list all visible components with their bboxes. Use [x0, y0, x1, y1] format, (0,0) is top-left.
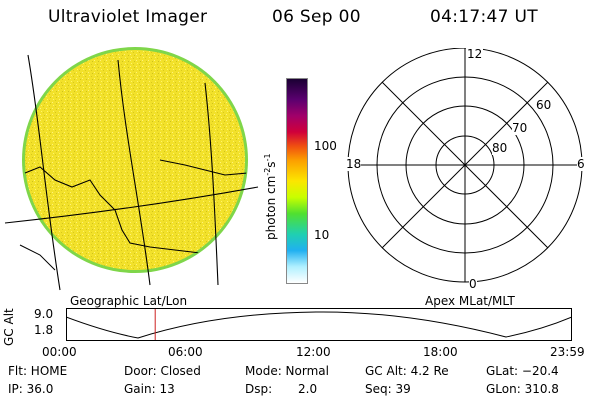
instrument-title: Ultraviolet Imager — [48, 7, 208, 27]
graticule-lines — [4, 54, 259, 291]
mlat-label-60: 60 — [536, 98, 552, 112]
altitude-plot-frame — [66, 308, 572, 341]
mlt-label-12: 12 — [466, 47, 484, 61]
colorbar-tick-10: 10 — [314, 228, 330, 242]
mlt-label-0: 0 — [469, 277, 477, 291]
earth-disk-fill — [25, 50, 245, 270]
info-flight: Flt: HOME — [8, 364, 68, 378]
polar-caption: Apex MLat/MLT — [425, 294, 515, 308]
alt-ylabel: GC Alt — [2, 308, 16, 346]
time-label: 04:17:47 UT — [430, 7, 538, 27]
coastline-outer — [19, 244, 56, 271]
info-glon: GLon: 310.8 — [486, 382, 559, 396]
alt-xtick-1200: 12:00 — [296, 345, 331, 359]
mlat-label-70: 70 — [512, 121, 528, 135]
image-caption: Geographic Lat/Lon — [70, 294, 188, 308]
altitude-curve — [66, 311, 572, 339]
info-ip: IP: 36.0 — [8, 382, 54, 396]
alt-xtick-0600: 06:00 — [168, 345, 203, 359]
alt-xtick-1800: 18:00 — [423, 345, 458, 359]
polar-diagonal-2 — [381, 81, 549, 249]
uv-image-panel[interactable] — [0, 45, 260, 295]
colorbar — [286, 78, 308, 284]
info-door: Door: Closed — [124, 364, 201, 378]
info-seq: Seq: 39 — [365, 382, 411, 396]
colorbar-tick-100: 100 — [314, 139, 337, 153]
polar-grid-plot[interactable] — [340, 48, 595, 293]
alt-ytick-high: 9.0 — [34, 307, 54, 321]
alt-ytick-low: 1.8 — [34, 323, 54, 337]
altitude-plot[interactable] — [66, 308, 572, 341]
mlt-label-6: 6 — [577, 157, 585, 171]
info-dsp-label: Dsp: — [245, 382, 273, 396]
info-gain: Gain: 13 — [124, 382, 175, 396]
alt-xtick-2359: 23:59 — [550, 345, 585, 359]
colorbar-unit-label: photon cm-2s-1 — [263, 153, 278, 240]
alt-xtick-0000: 00:00 — [42, 345, 77, 359]
mlt-label-18: 18 — [346, 157, 362, 171]
info-mode: Mode: Normal — [245, 364, 329, 378]
info-dsp-value: 2.0 — [298, 382, 318, 396]
info-glat: GLat: −20.4 — [486, 364, 559, 378]
date-label: 06 Sep 00 — [272, 7, 361, 27]
mlat-label-80: 80 — [492, 141, 508, 155]
info-gc-alt: GC Alt: 4.2 Re — [365, 364, 449, 378]
